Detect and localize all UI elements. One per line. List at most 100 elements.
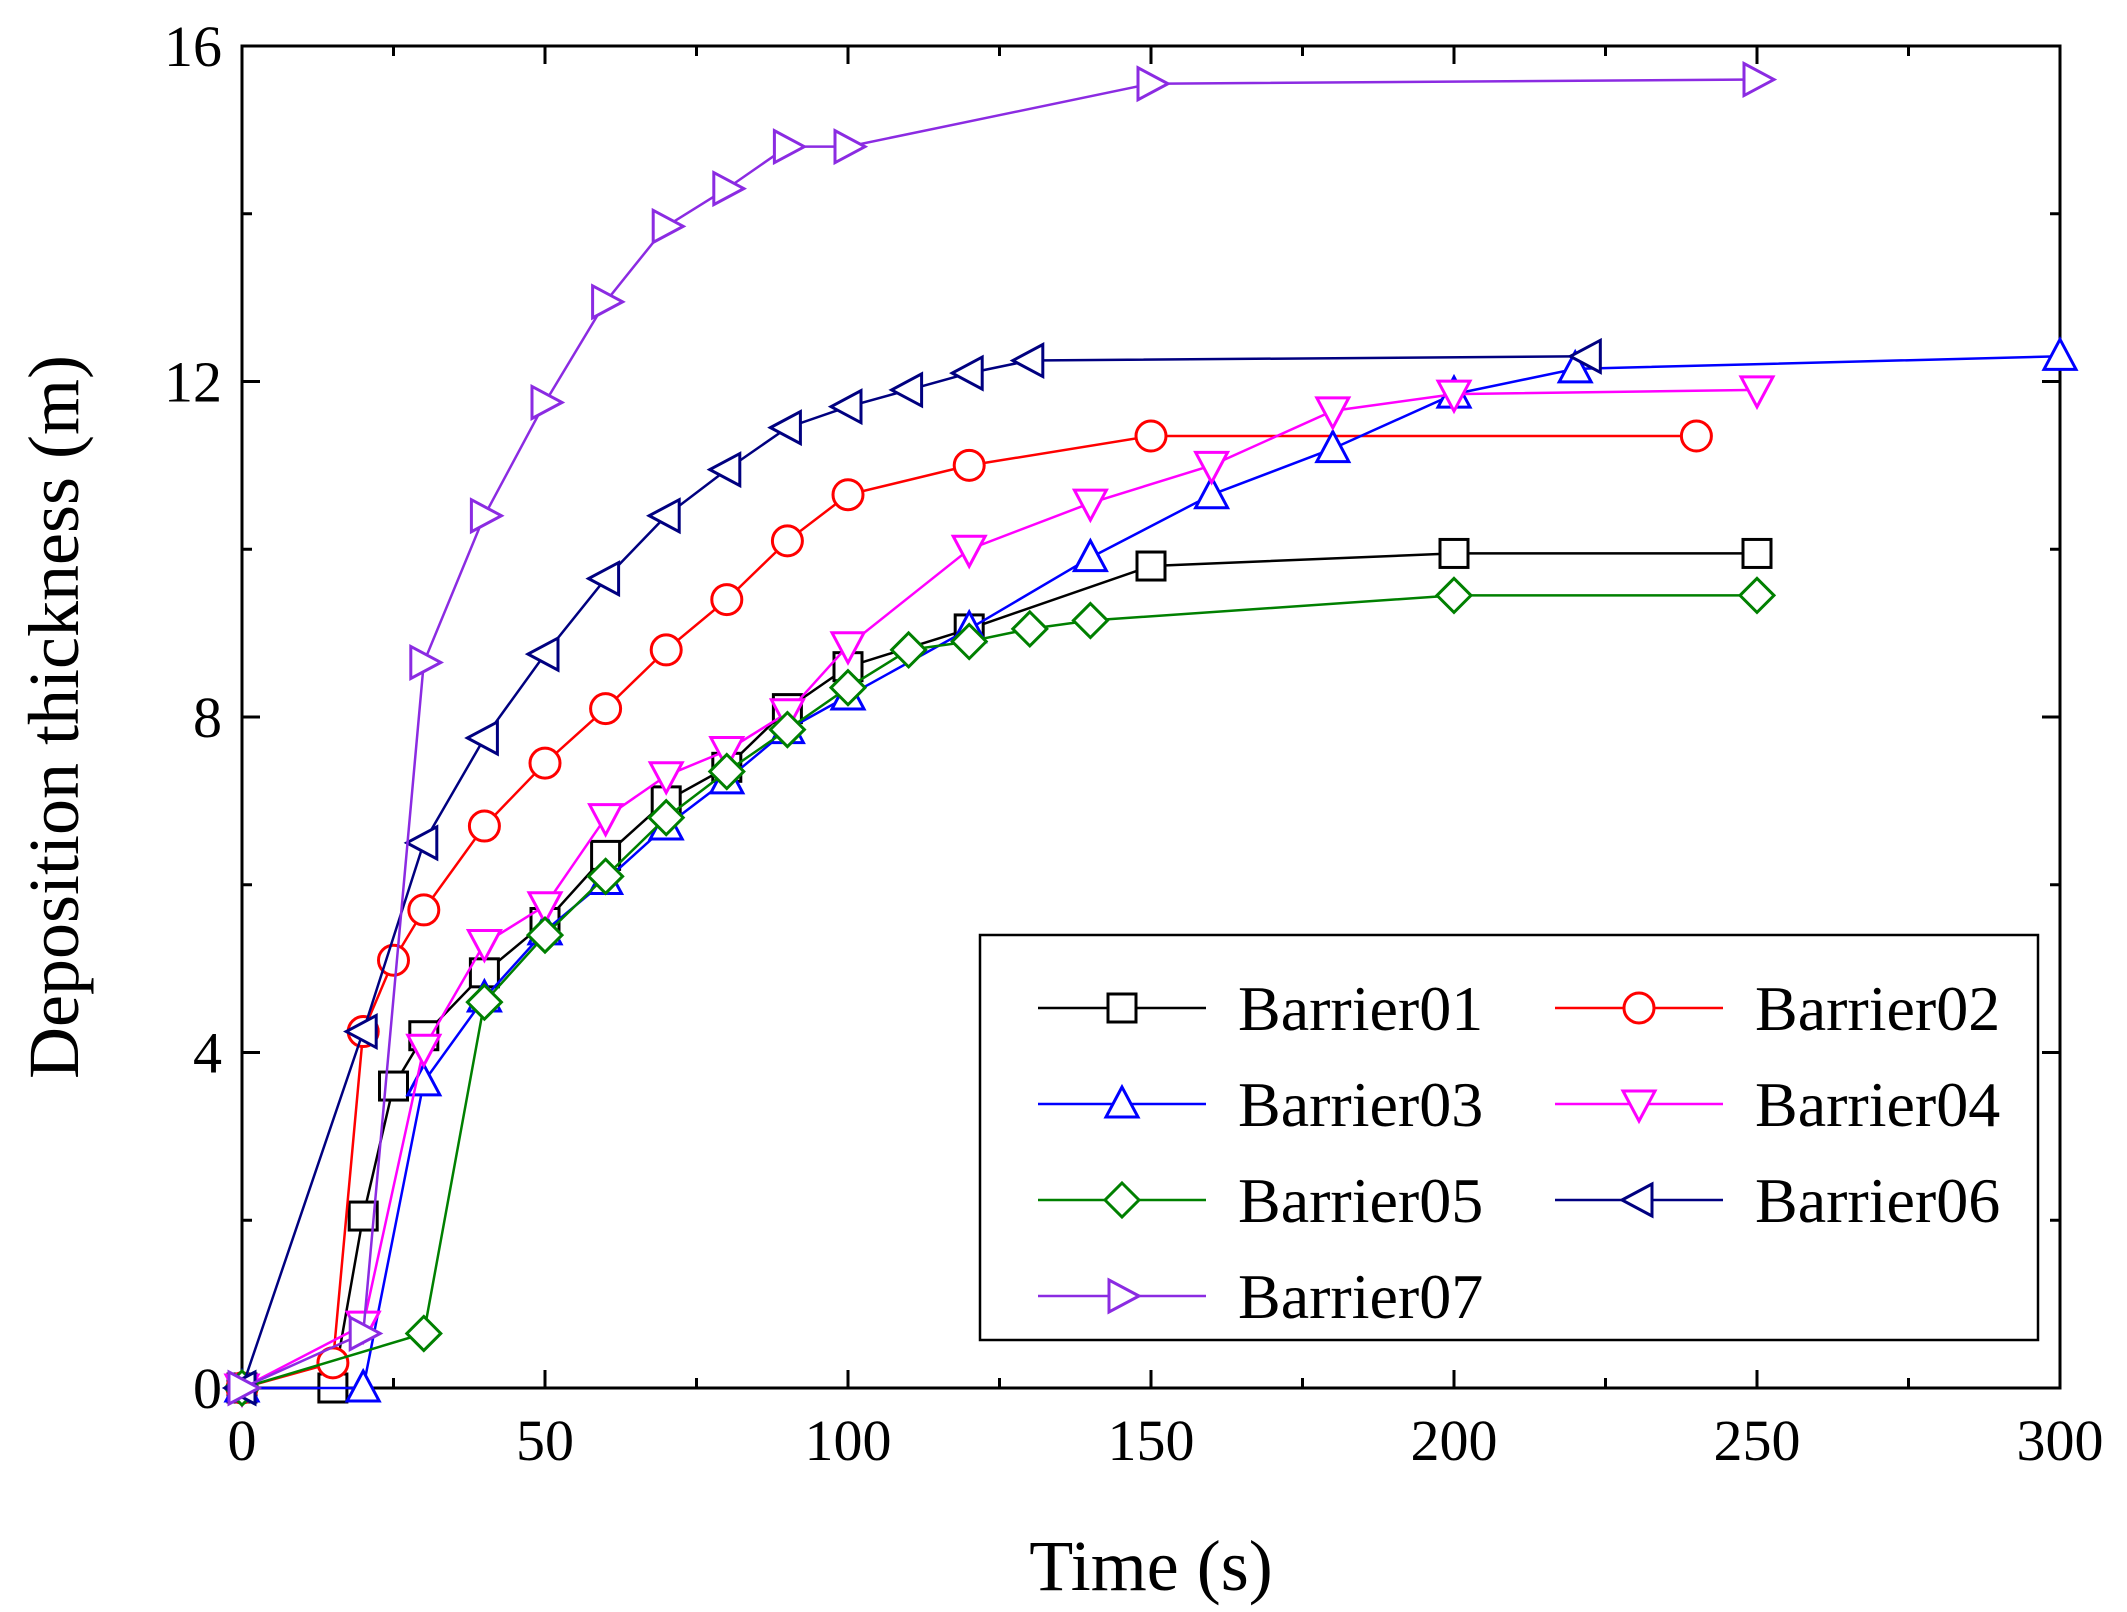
data-point-Barrier02 bbox=[467, 809, 501, 843]
legend-label: Barrier02 bbox=[1755, 973, 2000, 1044]
legend-label: Barrier07 bbox=[1238, 1261, 1483, 1332]
data-point-Barrier07 bbox=[1742, 61, 1778, 99]
x-tick-label: 0 bbox=[228, 1408, 257, 1473]
data-point-Barrier05 bbox=[404, 1314, 443, 1353]
y-tick-label: 4 bbox=[193, 1021, 222, 1086]
data-point-Barrier05 bbox=[768, 710, 807, 749]
series-layer bbox=[221, 61, 2079, 1409]
data-point-Barrier03 bbox=[1071, 537, 1109, 573]
data-point-Barrier04 bbox=[647, 761, 685, 796]
data-point-Barrier04 bbox=[950, 534, 988, 570]
data-point-Barrier05 bbox=[1434, 576, 1474, 615]
legend-marker bbox=[1618, 1181, 1654, 1219]
legend-item-Barrier01: Barrier01 bbox=[1038, 973, 1483, 1044]
legend-label: Barrier05 bbox=[1238, 1165, 1483, 1236]
legend-marker bbox=[1102, 1180, 1142, 1220]
data-point-Barrier06 bbox=[706, 451, 742, 489]
data-point-Barrier05 bbox=[647, 798, 686, 837]
legend-item-Barrier06: Barrier06 bbox=[1555, 1165, 2000, 1236]
data-point-Barrier06 bbox=[888, 371, 924, 409]
x-tick-label: 200 bbox=[1411, 1408, 1498, 1473]
data-point-Barrier07 bbox=[833, 128, 869, 166]
data-point-Barrier05 bbox=[828, 668, 868, 707]
data-point-Barrier03 bbox=[1193, 474, 1231, 510]
data-point-Barrier06 bbox=[767, 409, 802, 447]
data-point-Barrier02 bbox=[589, 692, 623, 726]
data-point-Barrier05 bbox=[1737, 576, 1777, 615]
series-line-Barrier07 bbox=[241, 78, 1758, 1390]
y-axis-label: Deposition thickness (m) bbox=[14, 355, 94, 1079]
data-point-Barrier06 bbox=[343, 1013, 378, 1051]
data-point-Barrier05 bbox=[950, 622, 989, 661]
data-point-Barrier01 bbox=[1135, 550, 1167, 582]
legend-marker bbox=[1620, 1089, 1658, 1125]
data-point-Barrier04 bbox=[405, 1033, 443, 1069]
legend-item-Barrier05: Barrier05 bbox=[1038, 1165, 1483, 1236]
y-tick-label: 8 bbox=[193, 685, 222, 750]
x-tick-label: 150 bbox=[1108, 1408, 1195, 1473]
data-point-Barrier03 bbox=[1314, 428, 1352, 464]
data-point-Barrier06 bbox=[1009, 342, 1045, 380]
data-point-Barrier06 bbox=[1567, 337, 1602, 375]
series-line-Barrier04 bbox=[241, 388, 1758, 1390]
data-point-Barrier02 bbox=[710, 583, 744, 617]
x-axis: 0 50 100 150 200 250 300 bbox=[228, 46, 2104, 1473]
data-point-Barrier01 bbox=[347, 1200, 379, 1232]
data-point-Barrier05 bbox=[889, 630, 928, 670]
legend-marker bbox=[1107, 1277, 1143, 1315]
data-point-Barrier07 bbox=[772, 128, 808, 166]
data-point-Barrier07 bbox=[591, 283, 626, 321]
series-line-Barrier01 bbox=[242, 552, 1757, 1390]
data-point-Barrier06 bbox=[585, 560, 621, 598]
data-point-Barrier06 bbox=[403, 824, 439, 862]
data-point-Barrier07 bbox=[348, 1314, 384, 1352]
x-tick-label: 250 bbox=[1714, 1408, 1801, 1473]
legend-item-Barrier07: Barrier07 bbox=[1038, 1261, 1483, 1332]
data-point-Barrier02 bbox=[770, 524, 804, 558]
legend-label: Barrier06 bbox=[1755, 1165, 2000, 1236]
data-point-Barrier07 bbox=[712, 170, 747, 208]
data-point-Barrier03 bbox=[1556, 348, 1594, 384]
data-point-Barrier01 bbox=[1741, 537, 1773, 569]
data-point-Barrier05 bbox=[586, 857, 625, 896]
data-point-Barrier06 bbox=[524, 635, 560, 673]
data-point-Barrier02 bbox=[831, 478, 865, 512]
legend: Barrier01 Barrier02 Barrier03 Barrier04 Barr… bbox=[978, 933, 2040, 1342]
data-point-Barrier04 bbox=[587, 803, 625, 838]
x-tick-label: 300 bbox=[2017, 1408, 2104, 1473]
legend-item-Barrier02: Barrier02 bbox=[1555, 973, 2000, 1044]
legend-label: Barrier01 bbox=[1238, 973, 1483, 1044]
data-point-Barrier05 bbox=[1071, 601, 1110, 640]
data-point-Barrier04 bbox=[526, 891, 564, 926]
series-Barrier07 bbox=[227, 61, 1778, 1407]
data-point-Barrier04 bbox=[465, 928, 503, 964]
data-point-Barrier02 bbox=[407, 893, 441, 927]
data-point-Barrier04 bbox=[1738, 375, 1776, 411]
data-point-Barrier07 bbox=[409, 643, 444, 681]
series-Barrier06 bbox=[221, 337, 1602, 1407]
data-point-Barrier07 bbox=[227, 1369, 263, 1407]
data-point-Barrier02 bbox=[1134, 419, 1168, 453]
legend-label: Barrier03 bbox=[1238, 1069, 1483, 1140]
legend-marker bbox=[1106, 992, 1138, 1024]
data-point-Barrier02 bbox=[1679, 419, 1713, 453]
data-point-Barrier06 bbox=[949, 354, 984, 392]
data-point-Barrier01 bbox=[1438, 537, 1470, 569]
y-tick-label: 16 bbox=[164, 14, 222, 79]
data-point-Barrier02 bbox=[649, 633, 683, 667]
data-point-Barrier03 bbox=[344, 1367, 382, 1403]
data-point-Barrier02 bbox=[377, 943, 410, 977]
legend-marker bbox=[1103, 1083, 1141, 1119]
data-point-Barrier04 bbox=[829, 631, 867, 666]
data-point-Barrier04 bbox=[1314, 396, 1352, 432]
data-point-Barrier04 bbox=[1193, 450, 1231, 486]
legend-box bbox=[978, 933, 2040, 1342]
data-point-Barrier02 bbox=[952, 448, 986, 482]
legend-label: Barrier04 bbox=[1755, 1069, 2000, 1140]
data-point-Barrier03 bbox=[2041, 336, 2079, 371]
data-point-Barrier06 bbox=[827, 388, 863, 426]
x-axis-label: Time (s) bbox=[1029, 1526, 1272, 1606]
data-point-Barrier06 bbox=[646, 497, 681, 535]
data-point-Barrier04 bbox=[1071, 488, 1109, 524]
